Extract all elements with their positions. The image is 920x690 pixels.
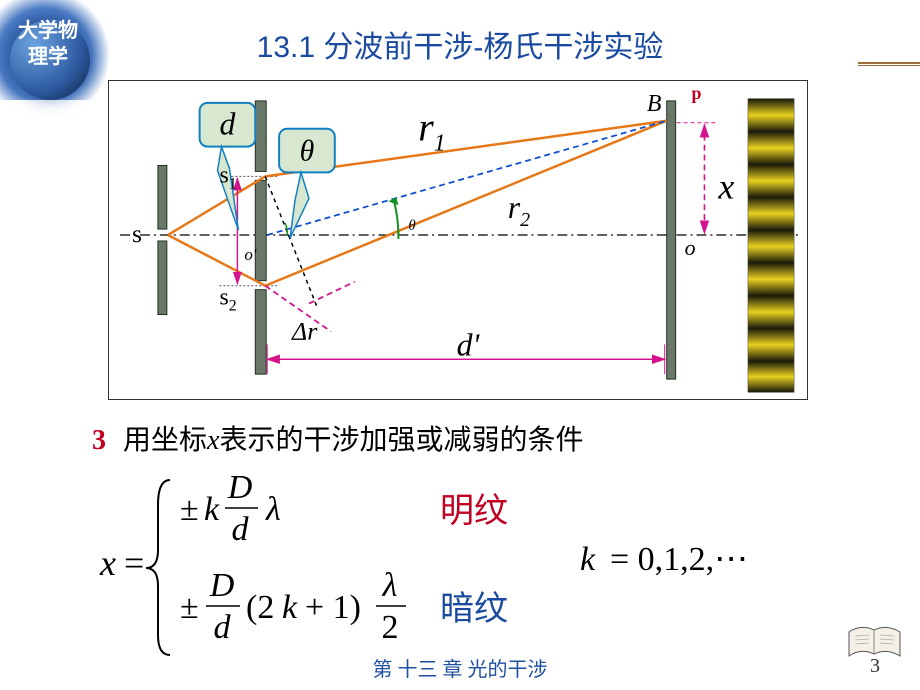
book-icon	[847, 622, 902, 662]
B-label: B	[647, 91, 662, 117]
oprime-label: o'	[244, 245, 256, 264]
r2-label: r2	[508, 190, 530, 231]
svg-text:±: ±	[180, 589, 199, 626]
bright-label: 明纹	[440, 492, 508, 530]
svg-text:= 0,1,2,⋯: = 0,1,2,⋯	[610, 541, 748, 578]
svg-text:d: d	[232, 511, 250, 548]
svg-text:D: D	[227, 469, 253, 506]
s2-label: s2	[220, 285, 237, 315]
dark-label: 暗纹	[440, 590, 508, 628]
svg-text:(2: (2	[246, 589, 274, 626]
youngs-diagram: d θ d' x s s1 s2 o' r1	[108, 80, 808, 400]
deltar-label: Δr	[291, 316, 318, 345]
theta-label: θ	[300, 135, 315, 168]
corner-title: 大学物 理学	[18, 18, 78, 70]
svg-text:x: x	[99, 543, 116, 583]
chapter-footer: 第 十三 章 光的干涉	[0, 653, 920, 682]
s1-label: s1	[220, 162, 237, 192]
fringe-pattern	[748, 99, 794, 392]
corner-l2: 理学	[28, 46, 68, 68]
svg-text:k: k	[580, 541, 596, 578]
r1-label: r1	[418, 106, 445, 157]
title-rule2	[858, 65, 920, 66]
x-label: x	[717, 166, 734, 206]
o-label: o	[685, 236, 696, 260]
corner-l1: 大学物	[18, 20, 78, 42]
theta-small: θ	[408, 218, 415, 234]
d-label: d	[219, 107, 235, 142]
diagram-svg: d θ d' x s s1 s2 o' r1	[109, 81, 807, 399]
svg-text:±: ±	[180, 491, 199, 528]
s-label: s	[132, 219, 142, 248]
dprime-label: d'	[457, 327, 481, 362]
svg-text:k: k	[204, 491, 220, 528]
page-title: 13.1 分波前干涉-杨氏干涉实验	[0, 22, 920, 66]
svg-text:2: 2	[382, 609, 399, 646]
svg-text:+ 1): + 1)	[305, 589, 361, 626]
title-rule	[858, 62, 920, 64]
svg-text:=: =	[124, 543, 144, 583]
svg-text:k: k	[282, 589, 298, 626]
svg-text:D: D	[209, 567, 235, 604]
formula-block: x = ± k D d λ 明纹 ± D d (2 k + 1) λ 2 暗纹 …	[100, 450, 860, 650]
svg-text:λ: λ	[382, 567, 398, 604]
p-label: p	[692, 83, 702, 103]
svg-text:λ: λ	[265, 491, 281, 528]
svg-text:d: d	[214, 609, 232, 646]
